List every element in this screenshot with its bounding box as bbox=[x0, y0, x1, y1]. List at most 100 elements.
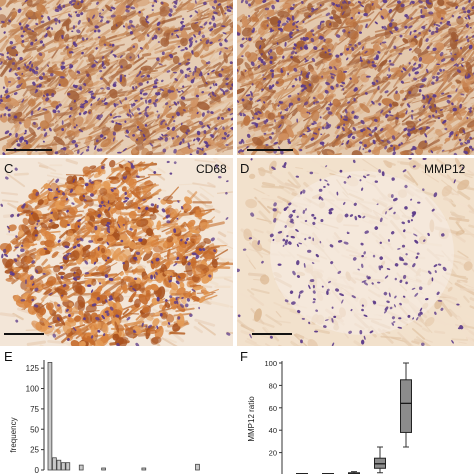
nucleus bbox=[34, 234, 38, 237]
tissue-fiber bbox=[246, 133, 256, 142]
nucleus bbox=[30, 212, 33, 215]
nucleus bbox=[187, 145, 191, 150]
nucleus bbox=[466, 9, 471, 14]
stained-cell bbox=[372, 44, 381, 52]
nucleus bbox=[117, 115, 122, 118]
nucleus bbox=[97, 329, 101, 333]
nucleus bbox=[161, 208, 166, 213]
nucleus bbox=[144, 123, 148, 127]
nucleus bbox=[166, 70, 171, 73]
nucleus bbox=[66, 209, 69, 213]
nucleus bbox=[271, 84, 275, 88]
stained-cell bbox=[185, 263, 193, 277]
nucleus bbox=[418, 32, 422, 35]
nucleus bbox=[126, 113, 130, 117]
nucleus bbox=[311, 9, 315, 13]
nucleus bbox=[469, 110, 472, 113]
nucleus bbox=[160, 79, 164, 83]
nucleus bbox=[35, 191, 39, 197]
stained-cell bbox=[255, 80, 264, 90]
nucleus bbox=[160, 1, 164, 5]
nucleus bbox=[210, 237, 215, 242]
stained-cell bbox=[135, 187, 141, 200]
stained-cell bbox=[455, 79, 462, 84]
nucleus bbox=[151, 4, 155, 8]
nucleus bbox=[347, 101, 351, 104]
tissue-fiber bbox=[203, 0, 214, 3]
tissue-fiber bbox=[401, 77, 410, 82]
stained-cell bbox=[309, 69, 318, 76]
stained-cell bbox=[97, 232, 109, 241]
tissue-fiber bbox=[73, 50, 82, 58]
nucleus bbox=[115, 122, 118, 125]
nucleus bbox=[65, 197, 69, 201]
stained-cell bbox=[39, 0, 45, 4]
stained-cell bbox=[345, 89, 356, 98]
tissue-fiber bbox=[72, 49, 91, 55]
nucleus bbox=[69, 0, 73, 5]
tissue-fiber bbox=[334, 17, 348, 36]
nucleus bbox=[461, 57, 464, 62]
nucleus bbox=[48, 292, 53, 296]
tissue-fiber bbox=[222, 133, 233, 143]
stained-cell bbox=[76, 268, 82, 276]
tissue-fiber bbox=[419, 50, 439, 58]
nucleus bbox=[218, 38, 221, 42]
nucleus bbox=[381, 41, 387, 44]
stained-cell bbox=[292, 97, 298, 101]
tissue-fiber bbox=[367, 126, 389, 141]
nucleus bbox=[30, 41, 34, 46]
nucleus bbox=[138, 10, 141, 14]
tissue-fiber bbox=[452, 7, 462, 17]
stained-cell bbox=[166, 260, 174, 265]
nucleus bbox=[175, 34, 180, 39]
stained-cell bbox=[51, 251, 59, 259]
stained-cell bbox=[63, 33, 70, 43]
nucleus bbox=[446, 20, 451, 24]
nucleus bbox=[90, 103, 93, 107]
tissue-fiber bbox=[248, 260, 256, 270]
nucleus bbox=[26, 28, 32, 31]
tissue-fiber bbox=[6, 172, 26, 188]
nucleus bbox=[28, 17, 31, 20]
nucleus bbox=[94, 225, 98, 231]
nucleus bbox=[4, 130, 10, 135]
nucleus bbox=[55, 105, 59, 109]
tissue-fiber bbox=[436, 158, 446, 166]
nucleus bbox=[454, 53, 457, 56]
nucleus bbox=[418, 0, 423, 4]
nucleus bbox=[125, 5, 131, 9]
nucleus bbox=[13, 115, 18, 119]
nucleus bbox=[154, 102, 157, 108]
stained-cell bbox=[183, 51, 192, 61]
nucleus bbox=[132, 102, 136, 107]
nucleus bbox=[435, 30, 439, 33]
tissue-fiber bbox=[41, 54, 58, 74]
nucleus bbox=[358, 31, 362, 34]
stained-cell bbox=[146, 227, 154, 237]
tissue-fiber bbox=[0, 191, 19, 196]
nucleus bbox=[269, 29, 275, 33]
tissue-fiber bbox=[169, 331, 186, 335]
stained-cell bbox=[136, 0, 150, 7]
stained-cell bbox=[93, 340, 104, 346]
nucleus bbox=[384, 90, 389, 94]
stained-cell bbox=[94, 180, 99, 185]
panel-a-image bbox=[0, 0, 233, 155]
tissue-fiber bbox=[401, 79, 424, 90]
stained-cell bbox=[150, 283, 159, 291]
nucleus bbox=[88, 90, 94, 94]
tissue-fiber bbox=[105, 43, 125, 50]
nucleus bbox=[459, 103, 462, 109]
nucleus bbox=[78, 87, 82, 91]
stained-cell bbox=[55, 273, 63, 286]
stained-cell bbox=[59, 219, 69, 229]
nucleus bbox=[279, 27, 283, 33]
nucleus bbox=[274, 119, 276, 123]
stained-cell bbox=[132, 236, 139, 242]
tissue-fiber bbox=[339, 99, 358, 108]
nucleus bbox=[124, 191, 127, 196]
tissue-fiber bbox=[461, 2, 472, 14]
stained-cell bbox=[243, 115, 251, 126]
tissue-fiber bbox=[199, 186, 215, 198]
